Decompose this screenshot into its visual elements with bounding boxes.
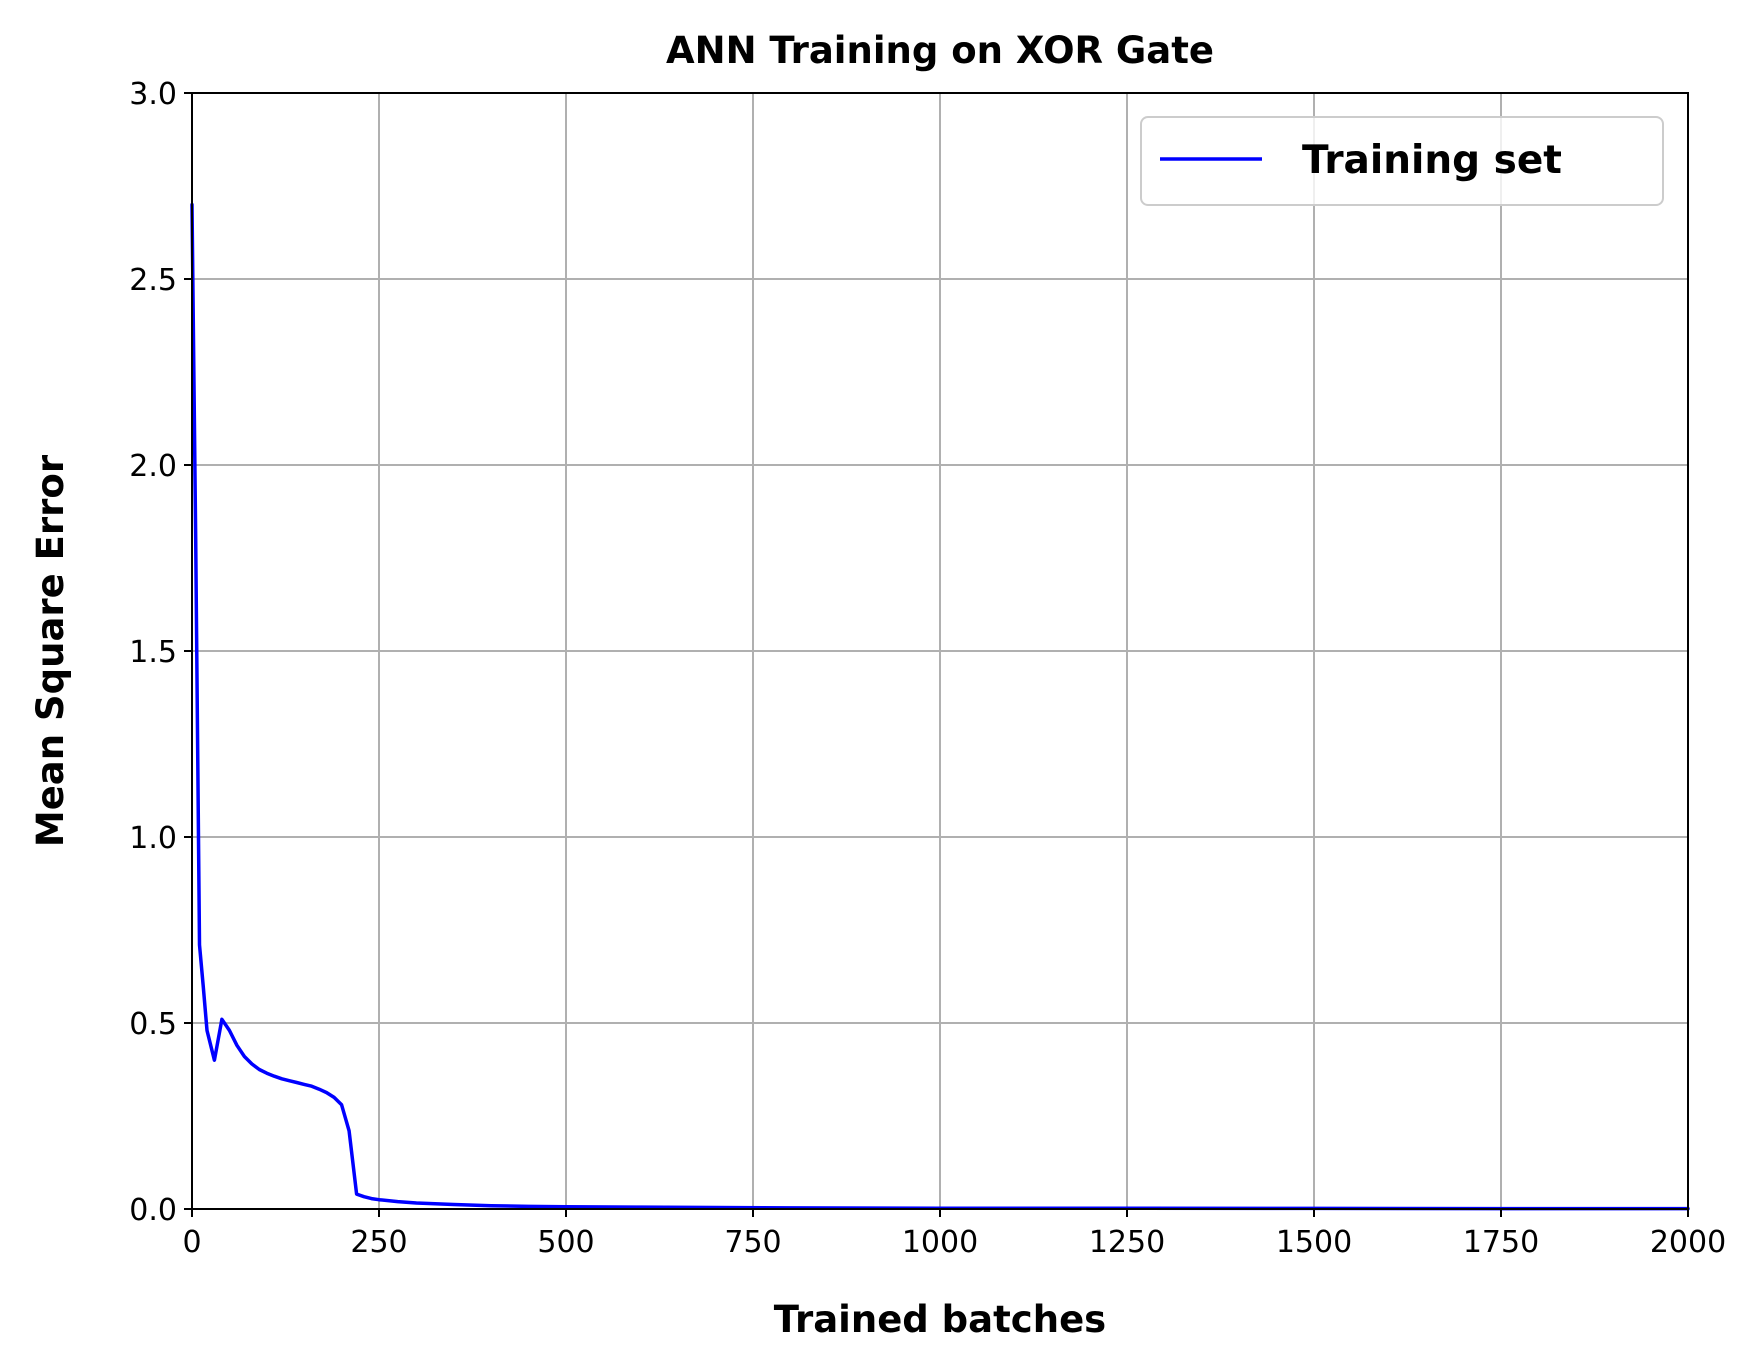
y-axis: 0.0 0.5 1.0 1.5 2.0 2.5 3.0	[129, 77, 192, 1228]
chart-title: ANN Training on XOR Gate	[666, 29, 1214, 72]
x-axis: 0 250 500 750 1000 1250 1500 1750 2000	[182, 1209, 1726, 1260]
x-tick-label: 1000	[902, 1225, 978, 1260]
legend-box	[1140, 116, 1664, 206]
y-axis-label: Mean Square Error	[29, 454, 72, 847]
y-tick-label: 0.0	[129, 1193, 177, 1228]
y-tick-label: 2.0	[129, 449, 177, 484]
legend-label-training-set: Training set	[1302, 138, 1562, 183]
legend: Training set	[1140, 116, 1664, 206]
x-axis-label: Trained batches	[774, 1298, 1106, 1341]
grid	[191, 92, 1689, 1210]
series-line-training-set	[190, 202, 1690, 1211]
x-tick-label: 750	[724, 1225, 781, 1260]
x-tick-label: 1500	[1276, 1225, 1352, 1260]
x-tick-label: 1250	[1089, 1225, 1165, 1260]
x-tick-label: 500	[537, 1225, 594, 1260]
x-tick-label: 250	[350, 1225, 407, 1260]
x-tick-label: 0	[182, 1225, 201, 1260]
y-tick-label: 1.5	[129, 635, 177, 670]
y-tick-label: 1.0	[129, 821, 177, 856]
y-tick-label: 3.0	[129, 77, 177, 112]
series-layer	[190, 202, 1690, 1211]
y-tick-label: 0.5	[129, 1007, 177, 1042]
x-tick-label: 2000	[1650, 1225, 1726, 1260]
x-tick-label: 1750	[1463, 1225, 1539, 1260]
y-tick-label: 2.5	[129, 263, 177, 298]
